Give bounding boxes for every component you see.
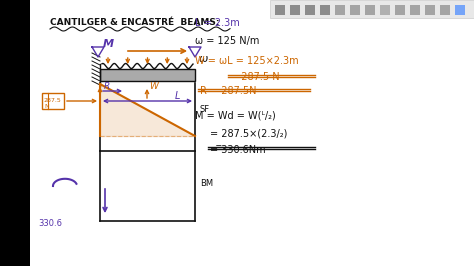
Text: ω = 125 N/m: ω = 125 N/m	[195, 36, 259, 46]
Bar	[100, 69, 195, 81]
Text: W = ωL = 125×2.3m: W = ωL = 125×2.3m	[195, 56, 299, 66]
Text: = ̅330.6Nm: = ̅330.6Nm	[210, 145, 265, 155]
Text: = 287.5×(2.3/₂): = 287.5×(2.3/₂)	[210, 128, 287, 138]
Text: 330.6: 330.6	[38, 219, 62, 228]
Text: = 287.5 N: = 287.5 N	[230, 72, 280, 82]
Bar	[320, 5, 330, 15]
Bar	[350, 5, 360, 15]
Bar	[275, 5, 285, 15]
Bar	[365, 5, 375, 15]
Text: L: L	[175, 91, 181, 101]
Text: 287.5: 287.5	[44, 98, 62, 102]
Bar	[410, 5, 420, 15]
Polygon shape	[100, 84, 195, 136]
Bar	[380, 5, 390, 15]
Bar	[290, 5, 300, 15]
Bar	[440, 5, 450, 15]
Bar	[425, 5, 435, 15]
Bar	[335, 5, 345, 15]
Text: ω: ω	[199, 54, 209, 64]
Bar	[42, 93, 64, 109]
Bar	[270, 0, 474, 18]
Text: SF: SF	[200, 105, 210, 114]
Bar	[395, 5, 405, 15]
Text: L = 2.3m: L = 2.3m	[195, 18, 240, 28]
Text: M = Wd = W(ᴸ/₂): M = Wd = W(ᴸ/₂)	[195, 111, 276, 121]
Text: W: W	[149, 82, 158, 91]
Bar	[305, 5, 315, 15]
Bar	[455, 5, 465, 15]
Text: R: R	[104, 82, 110, 91]
Bar	[0, 0, 30, 266]
Text: M: M	[103, 39, 114, 49]
Text: CANTILGER & ENCASTRÉ  BEAMS:: CANTILGER & ENCASTRÉ BEAMS:	[50, 18, 219, 27]
Text: N: N	[44, 103, 49, 109]
Text: R = 287.5N: R = 287.5N	[200, 86, 256, 96]
Text: BM: BM	[200, 179, 213, 188]
